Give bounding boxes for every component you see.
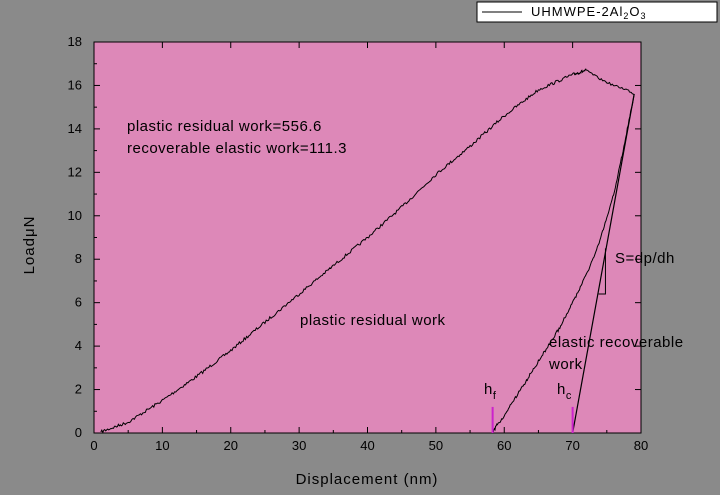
legend: UHMWPE-2Al2O3	[476, 1, 718, 23]
y-tick-label-16: 16	[68, 77, 82, 92]
axis-tick-labels: 0 10 20 30 40 50 60 70 80 0 2 4 6 8 10 12 14 16 18	[68, 34, 649, 453]
x-tick-label-30: 30	[292, 438, 306, 453]
axis-ticks	[93, 41, 642, 434]
y-axis-title: LoadμN	[21, 216, 38, 275]
elastic-region-label-line2: work	[548, 356, 583, 373]
legend-part-3: 3	[640, 11, 646, 21]
y-tick-label-6: 6	[75, 295, 82, 310]
x-tick-label-10: 10	[155, 438, 169, 453]
tangent-line	[572, 94, 635, 434]
loading-curve	[100, 68, 587, 434]
y-tick-label-0: 0	[75, 425, 82, 440]
legend-part-2: O	[629, 4, 640, 19]
x-axis-title: Displacement (nm)	[296, 471, 439, 488]
recoverable-elastic-work-value: recoverable elastic work=111.3	[127, 140, 347, 157]
y-tick-label-10: 10	[68, 208, 82, 223]
hf-label: hf	[484, 381, 497, 402]
y-tick-label-2: 2	[75, 382, 82, 397]
x-tick-label-20: 20	[224, 438, 238, 453]
x-tick-label-0: 0	[90, 438, 97, 453]
x-tick-label-80: 80	[634, 438, 648, 453]
legend-entry-label: UHMWPE-2Al2O3	[531, 4, 647, 21]
y-tick-label-8: 8	[75, 251, 82, 266]
hf-label-sub: f	[493, 390, 497, 402]
hold-curve	[586, 69, 635, 95]
marker-layer	[491, 406, 574, 433]
x-tick-label-60: 60	[497, 438, 511, 453]
y-tick-label-18: 18	[68, 34, 82, 49]
x-tick-label-40: 40	[360, 438, 374, 453]
series-layer	[100, 68, 635, 434]
legend-part-0: UHMWPE-2Al	[531, 4, 623, 19]
plastic-residual-work-value: plastic residual work=556.6	[127, 118, 322, 135]
x-tick-label-70: 70	[565, 438, 579, 453]
legend-box	[476, 1, 718, 23]
hc-label-main: h	[557, 381, 566, 398]
y-tick-label-4: 4	[75, 338, 82, 353]
plastic-region-label: plastic residual work	[300, 312, 446, 329]
unloading-curve	[492, 94, 635, 434]
hc-label-sub: c	[566, 390, 572, 402]
stiffness-label: S=dp/dh	[615, 250, 675, 267]
hc-label: hc	[557, 381, 572, 402]
y-tick-label-14: 14	[68, 121, 82, 136]
hf-label-main: h	[484, 381, 493, 398]
legend-part-1: 2	[623, 11, 629, 21]
x-tick-label-50: 50	[429, 438, 443, 453]
slope-triangle	[598, 248, 606, 295]
elastic-region-label-line1: elastic recoverable	[549, 334, 684, 351]
y-tick-label-12: 12	[68, 164, 82, 179]
